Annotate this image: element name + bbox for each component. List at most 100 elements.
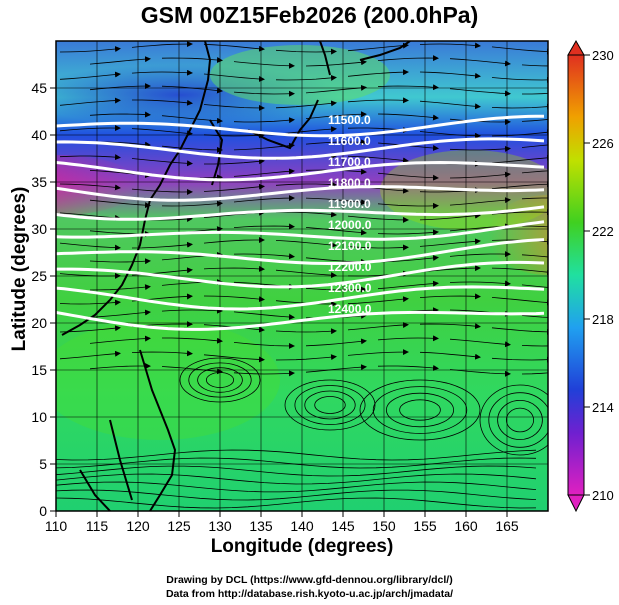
streamline-79 [233, 195, 295, 203]
streamline-114 [203, 265, 265, 272]
streamline-140 [59, 325, 121, 333]
streamline-57 [131, 158, 193, 167]
streamline-156 [203, 354, 265, 363]
streamline-65 [233, 168, 295, 177]
streamline-38 [305, 111, 367, 119]
contour-label-2: 11700.0 [328, 155, 371, 169]
x-axis-ticks: 110 115 120 125 130 135 140 145 150 155 160 165 [45, 511, 519, 534]
streamline-34 [491, 103, 548, 110]
streamline-5 [419, 42, 481, 49]
streamline-103 [419, 238, 481, 247]
contour-label-7: 12200.0 [328, 260, 372, 274]
x-tick-label-7: 145 [331, 518, 355, 534]
streamline-52 [305, 139, 367, 146]
streamline-189 [56, 489, 537, 501]
streamline-15 [131, 69, 193, 76]
streamline-181 [188, 362, 252, 398]
x-tick-label-8: 150 [372, 518, 396, 534]
streamline-175 [314, 396, 346, 414]
colorbar-tick-label-3: 222 [592, 224, 614, 239]
streamline-163 [233, 370, 295, 377]
x-tick-label-5: 135 [249, 518, 273, 534]
streamline-27 [522, 92, 548, 95]
streamline-71 [131, 188, 193, 195]
streamline-41 [521, 119, 548, 122]
streamline-159 [419, 351, 481, 360]
x-tick-label-0: 110 [45, 518, 68, 534]
streamline-60 [347, 155, 409, 164]
streamline-18 [347, 69, 409, 77]
streamline-123 [377, 280, 439, 290]
streamline-154 [59, 350, 121, 360]
streamline-84 [59, 212, 121, 221]
streamline-95 [377, 229, 439, 236]
x-tick-label-6: 140 [290, 518, 314, 534]
streamline-160 [491, 356, 548, 363]
streamline-185 [56, 457, 537, 469]
streamline-184 [56, 449, 537, 461]
streamline-128 [203, 295, 265, 303]
streamline-157 [275, 354, 337, 361]
contour-line-9 [56, 310, 545, 331]
streamline-100 [203, 237, 265, 244]
contour-label-9: 12400.0 [328, 302, 372, 316]
contour-label-1: 11600.0 [328, 134, 371, 148]
streamline-143 [275, 328, 337, 335]
colorbar-tick-label-5: 230 [592, 48, 614, 63]
streamline-168 [359, 379, 481, 441]
streamline-8 [161, 57, 223, 63]
streamline-149 [233, 342, 295, 349]
y-tick-label-8: 40 [31, 127, 47, 143]
y-axis-label: Latitude (degrees) [9, 186, 30, 352]
streamline-178 [497, 399, 543, 440]
contour-label-4: 11900.0 [328, 197, 371, 211]
streamline-80 [305, 197, 367, 206]
streamline-44 [203, 132, 265, 139]
contour-label-8: 12300.0 [328, 281, 372, 295]
streamline-125 [521, 284, 548, 288]
streamline-167 [521, 372, 548, 375]
streamline-48 [491, 129, 548, 137]
streamline-62 [491, 154, 548, 164]
streamline-144 [347, 322, 409, 331]
streamline-110 [449, 251, 511, 258]
streamline-190 [56, 497, 537, 509]
streamline-78 [161, 200, 223, 207]
contour-line-7 [56, 260, 545, 289]
streamline-98 [59, 242, 121, 251]
streamline-2 [203, 43, 265, 52]
contour-line-5 [56, 220, 545, 241]
streamline-93 [233, 223, 295, 230]
streamline-107 [233, 253, 295, 260]
colorbar: 210 214 218 222 226 230 [567, 39, 614, 513]
streamline-56 [59, 154, 121, 161]
contour-label-6: 12100.0 [328, 239, 372, 253]
streamline-50 [161, 145, 223, 153]
streamline-188 [56, 481, 537, 493]
x-axis-label: Longitude (degrees) [210, 536, 394, 557]
y-tick-label-2: 10 [31, 409, 47, 425]
colorbar-fill [567, 54, 585, 496]
streamline-16 [203, 73, 265, 82]
streamline-6 [491, 46, 548, 55]
streamline-7 [89, 56, 151, 65]
streamline-13 [521, 64, 548, 67]
streamline-22 [161, 85, 223, 94]
y-tick-label-3: 15 [31, 362, 47, 378]
streamline-172 [284, 379, 376, 431]
streamline-67 [377, 172, 439, 181]
streamline-130 [347, 296, 409, 305]
streamline-31 [275, 100, 337, 109]
x-tick-label-3: 125 [167, 518, 191, 534]
streamline-158 [347, 349, 409, 356]
streamline-14 [59, 71, 121, 80]
streamline-115 [275, 269, 337, 279]
streamline-180 [179, 357, 261, 403]
streamline-111 [521, 254, 548, 258]
streamline-183 [205, 372, 234, 388]
streamline-83 [521, 197, 548, 200]
colorbar-tick-label-2: 218 [592, 312, 614, 327]
streamline-28 [59, 97, 121, 106]
x-tick-label-1: 115 [86, 518, 109, 534]
